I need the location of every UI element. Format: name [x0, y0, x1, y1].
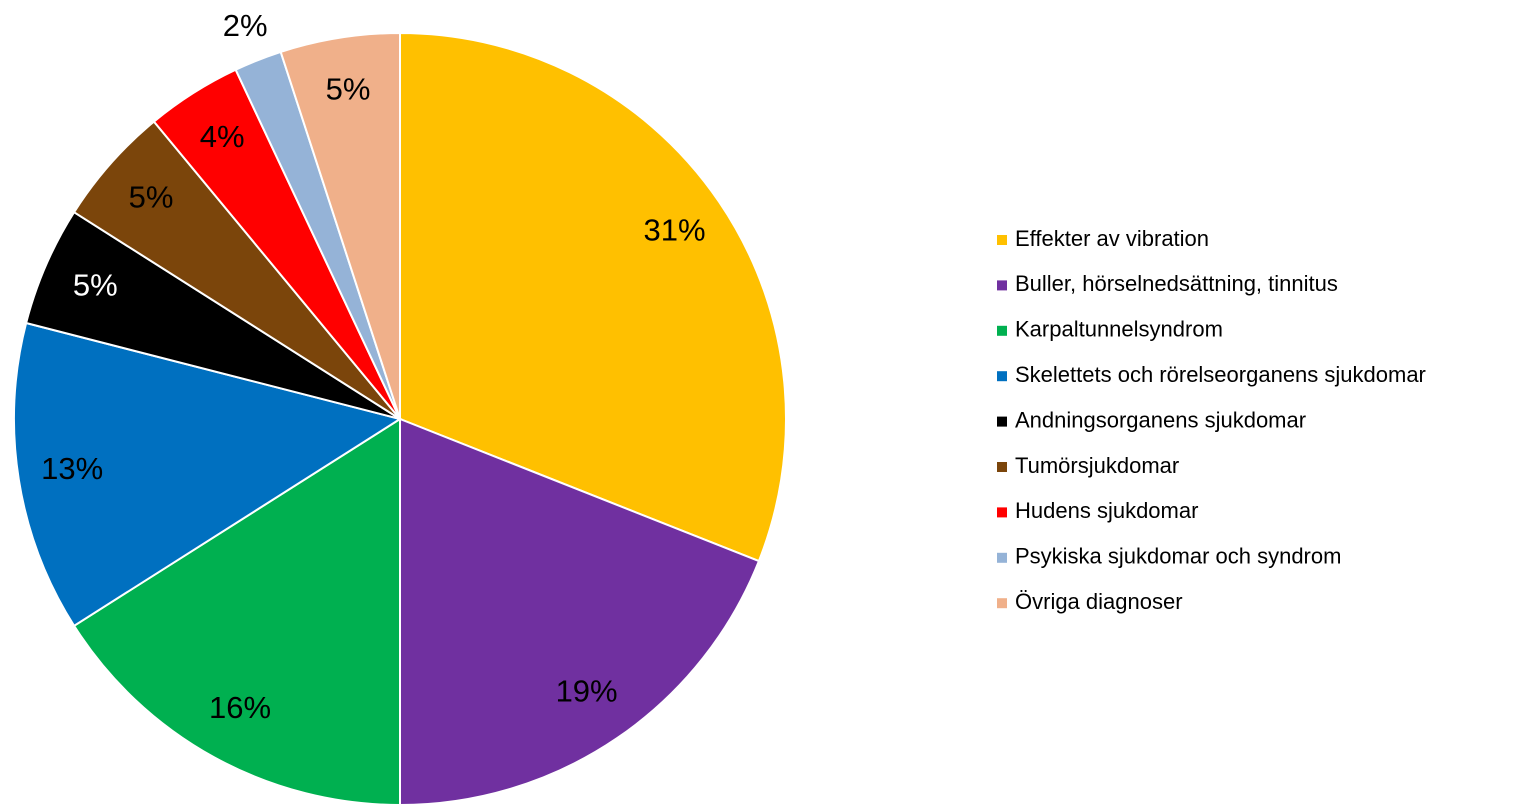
data-label: 19% [556, 674, 618, 709]
data-label: 5% [129, 180, 174, 215]
data-label: 2% [223, 8, 268, 43]
data-label: 16% [209, 690, 271, 725]
legend-swatch [997, 552, 1007, 563]
legend-label: Buller, hörselnedsättning, tinnitus [1015, 271, 1338, 296]
legend-swatch [997, 235, 1007, 245]
legend-swatch [997, 598, 1007, 609]
legend-swatch [997, 325, 1007, 336]
legend-swatch [997, 462, 1007, 472]
legend-label: Andningsorganens sjukdomar [1015, 407, 1306, 432]
legend-swatch [997, 507, 1007, 518]
legend-label: Psykiska sjukdomar och syndrom [1015, 544, 1341, 569]
pie-slice [72, 417, 401, 804]
legend-label: Hudens sjukdomar [1015, 498, 1198, 523]
legend-swatch [997, 416, 1007, 427]
legend-label: Karpaltunnelsyndrom [1015, 317, 1223, 342]
legend-label: Övriga diagnoser [1015, 589, 1183, 614]
legend-label: Effekter av vibration [1015, 226, 1209, 251]
legend-label: Tumörsjukdomar [1015, 453, 1179, 478]
pie-slice [399, 417, 761, 804]
data-label: 4% [200, 119, 245, 154]
pie-slice [399, 31, 787, 563]
legend-swatch [997, 371, 1007, 382]
data-label: 31% [644, 213, 706, 248]
data-label: 13% [41, 451, 103, 486]
pie-slice [279, 31, 401, 420]
pie-slice [13, 321, 403, 628]
data-label: 5% [326, 71, 371, 106]
data-label: 5% [73, 267, 118, 302]
legend-swatch [997, 280, 1007, 291]
legend-label: Skelettets och rörelseorganens sjukdomar [1015, 362, 1426, 387]
